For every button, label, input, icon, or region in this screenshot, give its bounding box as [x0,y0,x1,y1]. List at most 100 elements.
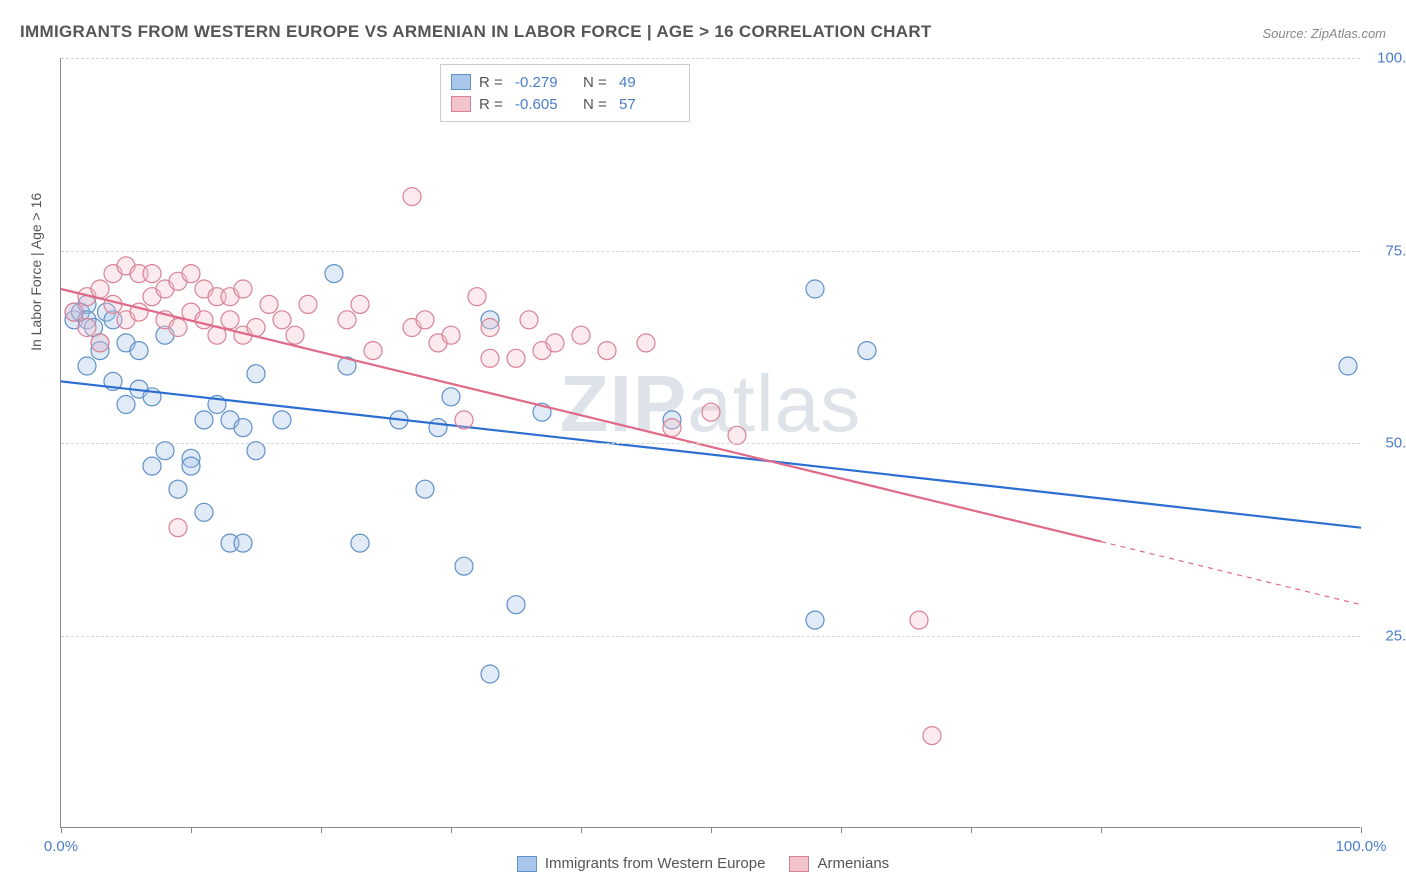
data-point [702,403,720,421]
data-point [481,665,499,683]
x-tick [841,827,842,833]
x-tick-label: 100.0% [1336,838,1387,855]
legend-stat-row: R = -0.279 N = 49 [451,71,679,93]
data-point [455,557,473,575]
data-point [195,503,213,521]
data-point [520,311,538,329]
data-point [442,388,460,406]
data-point [806,280,824,298]
data-point [234,280,252,298]
n-value: 49 [619,74,679,91]
chart-plot-area: ZIPatlas 25.0%50.0%75.0%100.0%0.0%100.0% [60,58,1360,828]
gridline [61,636,1360,637]
n-label: N = [583,96,611,113]
data-point [403,188,421,206]
y-axis-label: In Labor Force | Age > 16 [28,193,44,351]
x-tick [971,827,972,833]
y-tick-label: 100.0% [1377,50,1406,67]
data-point [481,319,499,337]
legend-swatch [451,96,471,112]
data-point [572,326,590,344]
data-point [234,419,252,437]
data-point [507,596,525,614]
x-tick-label: 0.0% [44,838,78,855]
data-point [273,311,291,329]
data-point [858,342,876,360]
data-point [221,311,239,329]
data-point [78,319,96,337]
y-tick-label: 75.0% [1385,242,1406,259]
y-tick-label: 25.0% [1385,627,1406,644]
data-point [117,396,135,414]
legend-label: Immigrants from Western Europe [545,855,766,872]
data-point [169,519,187,537]
data-point [325,265,343,283]
data-point [143,265,161,283]
data-point [507,349,525,367]
data-point [416,311,434,329]
data-point [351,534,369,552]
trend-line-dashed [1101,542,1361,605]
data-point [182,457,200,475]
data-point [468,288,486,306]
x-tick [1361,827,1362,833]
data-point [429,419,447,437]
data-point [416,480,434,498]
n-value: 57 [619,96,679,113]
r-value: -0.279 [515,74,575,91]
data-point [91,280,109,298]
legend-swatch [517,856,537,872]
data-point [104,295,122,313]
data-point [598,342,616,360]
gridline [61,251,1360,252]
legend-series: Immigrants from Western Europe Armenians [0,855,1406,872]
data-point [351,295,369,313]
data-point [663,419,681,437]
x-tick [321,827,322,833]
n-label: N = [583,74,611,91]
gridline [61,58,1360,59]
r-value: -0.605 [515,96,575,113]
data-point [923,727,941,745]
legend-item: Armenians [789,855,889,872]
data-point [273,411,291,429]
x-tick [581,827,582,833]
data-point [637,334,655,352]
x-tick [451,827,452,833]
chart-title: IMMIGRANTS FROM WESTERN EUROPE VS ARMENI… [20,22,932,42]
r-label: R = [479,74,507,91]
data-point [234,534,252,552]
data-point [442,326,460,344]
legend-item: Immigrants from Western Europe [517,855,766,872]
legend-swatch [789,856,809,872]
data-point [299,295,317,313]
data-point [78,357,96,375]
data-point [130,342,148,360]
legend-label: Armenians [817,855,889,872]
data-point [247,442,265,460]
x-tick [191,827,192,833]
data-point [546,334,564,352]
data-point [286,326,304,344]
gridline [61,443,1360,444]
legend-correlation-box: R = -0.279 N = 49 R = -0.605 N = 57 [440,64,690,122]
y-tick-label: 50.0% [1385,435,1406,452]
r-label: R = [479,96,507,113]
data-point [182,265,200,283]
data-point [1339,357,1357,375]
data-point [806,611,824,629]
x-tick [711,827,712,833]
data-point [247,365,265,383]
legend-swatch [451,74,471,90]
data-point [481,349,499,367]
x-tick [61,827,62,833]
data-point [169,319,187,337]
source-label: Source: ZipAtlas.com [1262,26,1386,41]
data-point [169,480,187,498]
data-point [195,411,213,429]
data-point [364,342,382,360]
data-point [260,295,278,313]
data-point [156,442,174,460]
data-point [65,303,83,321]
x-tick [1101,827,1102,833]
